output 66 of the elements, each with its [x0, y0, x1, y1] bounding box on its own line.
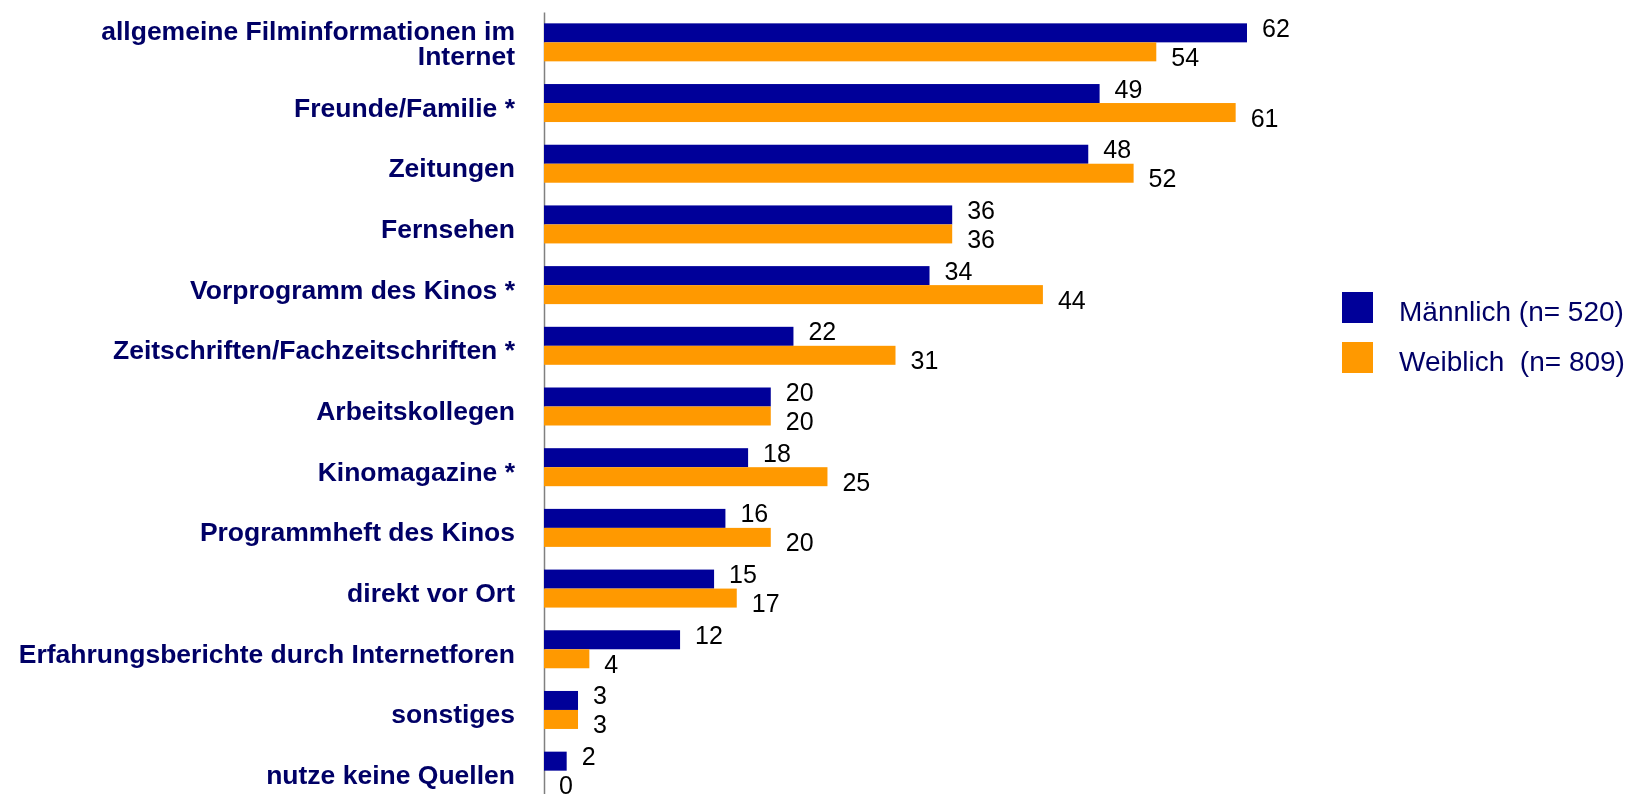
y-tick-label: Zeitungen — [388, 153, 515, 184]
bar — [544, 406, 771, 426]
bar — [544, 42, 1157, 62]
y-tick-label: Freunde/Familie * — [294, 92, 516, 123]
data-label: 52 — [1148, 164, 1177, 193]
data-label: 16 — [740, 499, 769, 528]
data-label: 17 — [751, 589, 780, 618]
bar — [544, 103, 1236, 123]
bar — [544, 467, 828, 487]
y-tick-label: Kinomagazine * — [317, 456, 516, 487]
data-label: 2 — [581, 742, 596, 771]
bar — [544, 527, 771, 547]
data-label: 36 — [967, 224, 996, 253]
legend-label: Weiblich (n= 809) — [1399, 345, 1625, 377]
data-label: 25 — [842, 467, 871, 496]
bar — [544, 630, 681, 650]
data-label: 61 — [1250, 103, 1279, 132]
bar — [544, 285, 1043, 305]
y-tick-label: Programmheft des Kinos — [199, 517, 515, 548]
bar — [544, 266, 930, 286]
data-label: 4 — [604, 649, 619, 678]
data-label: 34 — [944, 256, 973, 285]
bar — [544, 569, 715, 589]
data-label: 18 — [763, 438, 791, 467]
bar — [544, 709, 579, 729]
legend-label: Männlich (n= 520) — [1399, 295, 1624, 327]
y-tick-label: allgemeine Filminformationen im Internet — [101, 16, 516, 72]
bar — [544, 387, 771, 407]
data-label: 62 — [1262, 13, 1290, 42]
data-label: 44 — [1057, 285, 1086, 314]
bar — [544, 690, 579, 710]
bar — [544, 326, 794, 346]
y-tick-label: Vorprogramm des Kinos * — [190, 274, 516, 305]
bar — [544, 23, 1247, 43]
data-label: 22 — [808, 317, 837, 346]
y-tick-label: sonstiges — [391, 699, 515, 730]
data-label: 54 — [1171, 42, 1200, 71]
y-tick-label: Zeitschriften/Fachzeitschriften * — [112, 335, 516, 366]
data-label: 36 — [967, 195, 996, 224]
y-tick-label: Erfahrungsberichte durch Internetforen — [18, 638, 515, 669]
data-label: 3 — [593, 681, 607, 710]
data-label: 20 — [785, 378, 814, 406]
bar — [544, 448, 749, 468]
bar — [544, 84, 1100, 104]
y-tick-label: direkt vor Ort — [347, 578, 516, 609]
data-label: 20 — [785, 528, 814, 557]
bar — [544, 751, 567, 771]
data-label: 0 — [559, 771, 573, 794]
bar — [544, 649, 590, 669]
bar — [544, 588, 737, 608]
bar — [544, 508, 726, 528]
data-label: 15 — [729, 560, 757, 589]
bar — [544, 224, 953, 244]
data-label: 48 — [1103, 135, 1132, 164]
y-tick-label: Arbeitskollegen — [316, 395, 515, 426]
y-tick-label: Fernsehen — [380, 213, 515, 244]
data-label: 31 — [910, 346, 939, 375]
y-tick-label: nutze keine Quellen — [266, 760, 515, 791]
data-label: 49 — [1114, 74, 1143, 103]
data-label: 20 — [785, 407, 814, 435]
bar — [544, 205, 953, 225]
bar — [544, 144, 1089, 164]
bar — [544, 345, 896, 365]
data-label: 12 — [695, 620, 723, 649]
data-label: 3 — [593, 710, 607, 739]
bar — [544, 163, 1134, 183]
